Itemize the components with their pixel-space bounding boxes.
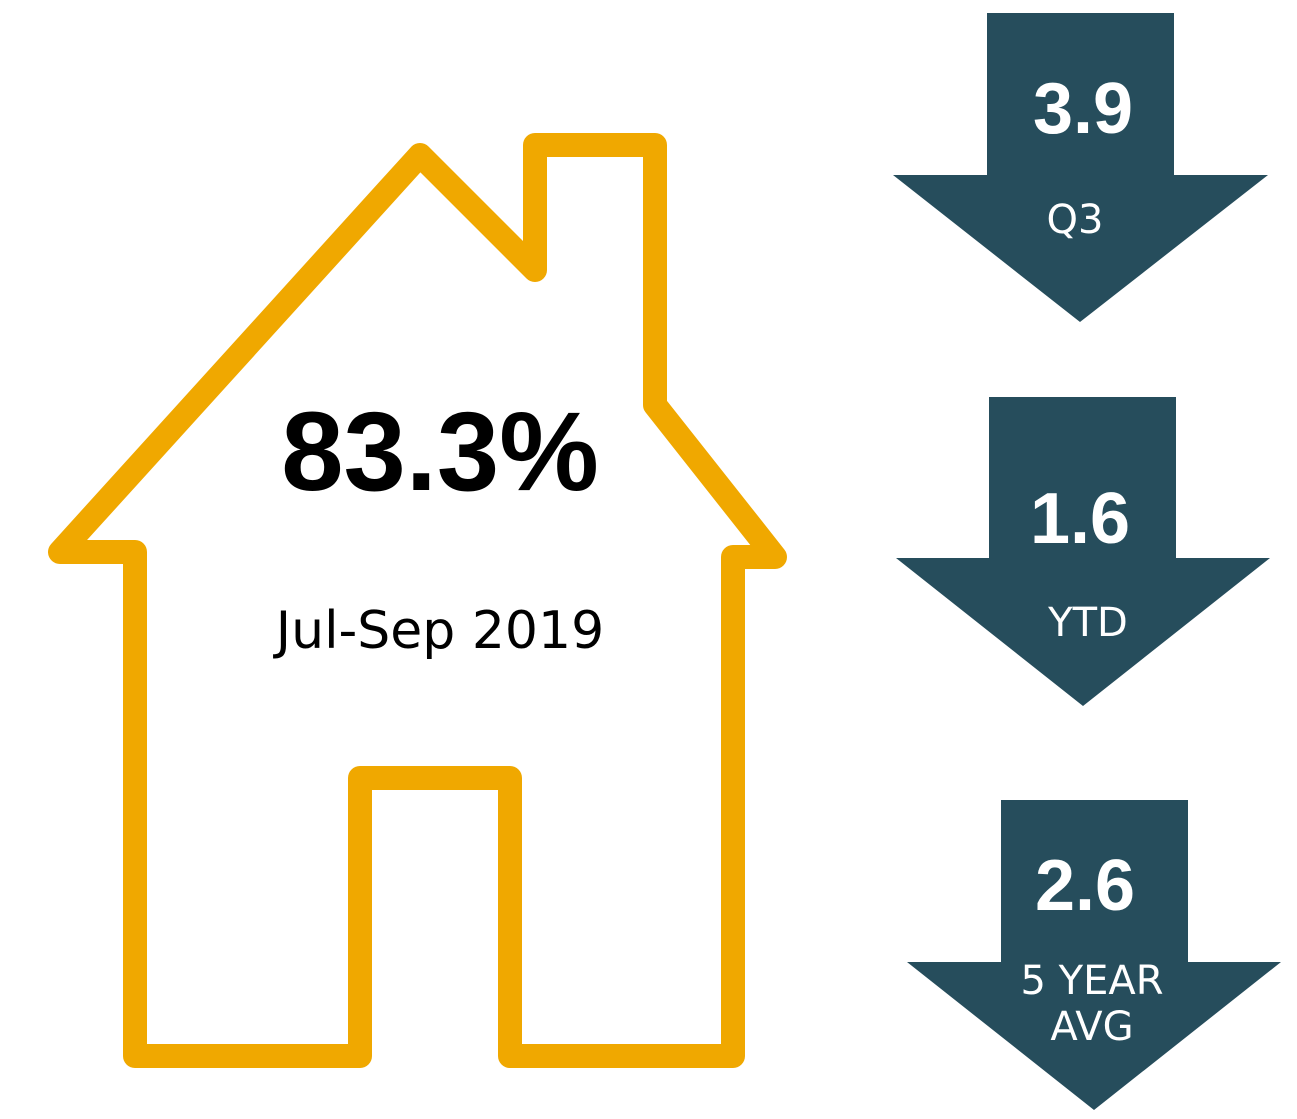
arrow-label: 5 YEAR AVG [1020,958,1164,1050]
arrow [896,397,1270,706]
arrow-label: YTD [1048,600,1128,646]
arrow [907,800,1281,1110]
arrow-value: 2.6 [1035,846,1135,926]
arrow-label: Q3 [1046,197,1104,243]
house-period: Jul-Sep 2019 [273,601,604,661]
house-value: 83.3% [281,389,599,514]
arrow [893,13,1268,322]
arrow-value: 1.6 [1030,479,1130,559]
arrow-value: 3.9 [1033,69,1133,149]
house-outline [48,133,787,1068]
